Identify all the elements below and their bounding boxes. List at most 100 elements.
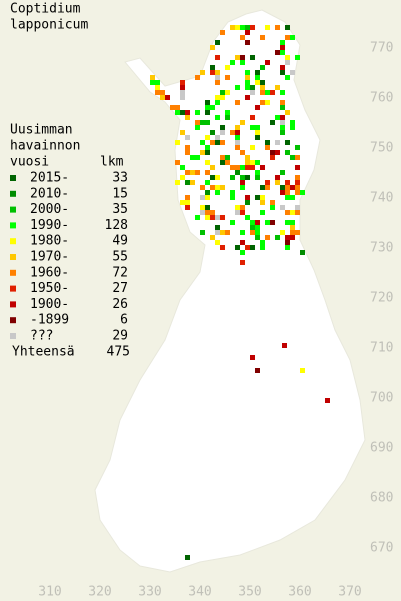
cell bbox=[280, 100, 285, 105]
cell bbox=[250, 225, 255, 230]
legend-swatch bbox=[10, 269, 16, 276]
cell bbox=[295, 175, 300, 180]
grid-label-y: 770 bbox=[370, 41, 393, 56]
cell bbox=[210, 210, 215, 215]
cell bbox=[200, 230, 205, 235]
cell bbox=[275, 180, 280, 185]
cell bbox=[155, 85, 160, 90]
grid-label-y: 750 bbox=[370, 141, 393, 156]
cell bbox=[150, 75, 155, 80]
cell bbox=[230, 130, 235, 135]
cell bbox=[180, 85, 185, 90]
cell bbox=[205, 120, 210, 125]
cell bbox=[175, 180, 180, 185]
cell bbox=[295, 230, 300, 235]
cell bbox=[170, 105, 175, 110]
cell bbox=[235, 205, 240, 210]
legend-label: 1980- bbox=[30, 234, 69, 249]
cell bbox=[245, 155, 250, 160]
legend-header: havainnon bbox=[10, 139, 80, 154]
title: Coptidium bbox=[10, 2, 81, 17]
cell bbox=[230, 175, 235, 180]
cell bbox=[185, 170, 190, 175]
cell bbox=[280, 105, 285, 110]
cell bbox=[245, 175, 250, 180]
cell bbox=[265, 180, 270, 185]
cell bbox=[255, 130, 260, 135]
cell bbox=[205, 150, 210, 155]
cell bbox=[290, 230, 295, 235]
cell bbox=[280, 90, 285, 95]
cell bbox=[220, 30, 225, 35]
cell bbox=[235, 25, 240, 30]
cell bbox=[295, 55, 300, 60]
cell bbox=[185, 115, 190, 120]
grid-label-x: 350 bbox=[238, 585, 261, 600]
cell bbox=[270, 90, 275, 95]
legend-swatch bbox=[10, 222, 16, 229]
cell bbox=[220, 245, 225, 250]
legend-count: 27 bbox=[112, 281, 128, 296]
cell bbox=[160, 90, 165, 95]
cell bbox=[275, 235, 280, 240]
legend-swatch bbox=[10, 238, 16, 245]
cell bbox=[175, 110, 180, 115]
cell bbox=[245, 200, 250, 205]
cell bbox=[220, 125, 225, 130]
cell bbox=[290, 235, 295, 240]
cell bbox=[285, 235, 290, 240]
cell bbox=[210, 70, 215, 75]
legend-swatch bbox=[10, 175, 16, 181]
cell bbox=[160, 95, 165, 100]
cell bbox=[205, 105, 210, 110]
cell bbox=[280, 230, 285, 235]
cell bbox=[285, 140, 290, 145]
legend-count: 49 bbox=[112, 234, 128, 249]
cell bbox=[260, 65, 265, 70]
grid-label-x: 340 bbox=[188, 585, 211, 600]
cell bbox=[155, 80, 160, 85]
cell bbox=[200, 70, 205, 75]
cell bbox=[280, 40, 285, 45]
cell bbox=[245, 245, 250, 250]
cell bbox=[195, 215, 200, 220]
cell bbox=[240, 240, 245, 245]
cell bbox=[240, 175, 245, 180]
cell bbox=[225, 230, 230, 235]
cell bbox=[185, 110, 190, 115]
cell bbox=[180, 90, 185, 95]
cell bbox=[215, 185, 220, 190]
cell bbox=[215, 80, 220, 85]
cell bbox=[220, 230, 225, 235]
cell bbox=[285, 55, 290, 60]
legend-label: 2010- bbox=[30, 186, 69, 201]
cell bbox=[215, 70, 220, 75]
cell bbox=[185, 205, 190, 210]
cell bbox=[150, 80, 155, 85]
grid-label-y: 740 bbox=[370, 191, 393, 206]
cell bbox=[250, 25, 255, 30]
legend-label: 1960- bbox=[30, 265, 69, 280]
cell bbox=[282, 343, 287, 348]
cell bbox=[260, 185, 265, 190]
grid-label-y: 710 bbox=[370, 341, 393, 356]
cell bbox=[250, 90, 255, 95]
cell bbox=[210, 215, 215, 220]
cell bbox=[240, 60, 245, 65]
cell bbox=[215, 100, 220, 105]
cell bbox=[195, 125, 200, 130]
cell bbox=[255, 195, 260, 200]
cell bbox=[225, 110, 230, 115]
cell bbox=[280, 45, 285, 50]
cell bbox=[235, 55, 240, 60]
cell bbox=[185, 195, 190, 200]
cell bbox=[230, 220, 235, 225]
cell bbox=[240, 260, 245, 265]
cell bbox=[285, 150, 290, 155]
cell bbox=[200, 210, 205, 215]
legend-swatch bbox=[10, 254, 16, 260]
cell bbox=[290, 185, 295, 190]
cell bbox=[240, 185, 245, 190]
legend-header: Uusimman bbox=[10, 123, 73, 138]
